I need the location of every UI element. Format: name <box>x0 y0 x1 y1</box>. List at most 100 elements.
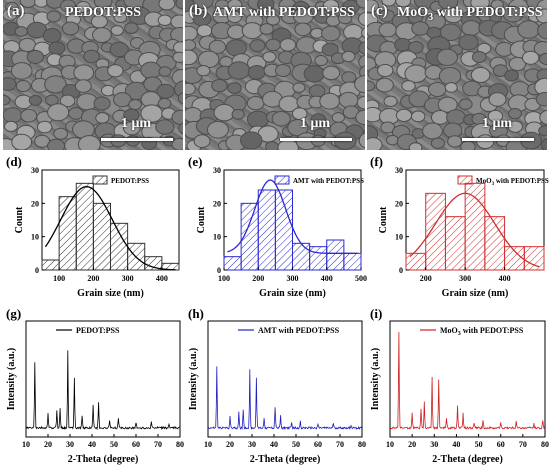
xrd-pedot: 10 20 30 40 50 60 70 80 2-Theta (degree) Intensit… <box>6 306 184 465</box>
grain <box>517 20 541 39</box>
grain <box>208 39 227 54</box>
grain <box>47 103 70 122</box>
sem-image-moo3: (c) MoO3 with PEDOT:PSS 1 μm <box>367 0 547 150</box>
grain <box>227 82 242 94</box>
y-tick-label: 20 <box>213 199 221 208</box>
grain <box>287 118 309 137</box>
x-tick-label: 200 <box>87 274 99 283</box>
grain <box>92 27 112 44</box>
x-tick-label: 40 <box>452 440 460 449</box>
grain <box>385 134 399 146</box>
grain <box>354 74 365 94</box>
grain <box>408 142 423 150</box>
grain <box>504 69 519 82</box>
x-tick-label: 400 <box>321 274 333 283</box>
grain <box>246 95 265 111</box>
grain <box>521 50 540 65</box>
grain <box>231 108 245 120</box>
sem-title-c: MoO3 with PEDOT:PSS <box>397 5 543 23</box>
x-tick-label: 400 <box>499 274 511 283</box>
grain <box>458 98 473 110</box>
grain <box>265 38 281 52</box>
grain <box>227 0 243 11</box>
grain <box>171 137 183 150</box>
histogram-bar <box>523 246 545 271</box>
grain <box>3 77 17 91</box>
grain <box>437 96 458 113</box>
grain <box>395 0 412 8</box>
grain <box>271 111 291 127</box>
grain <box>395 108 413 122</box>
x-tick-label: 40 <box>270 440 278 449</box>
grain <box>507 120 523 133</box>
grain <box>410 110 426 123</box>
scale-text-a: 1 μm <box>121 116 152 131</box>
x-tick-label: 10 <box>22 440 30 449</box>
grain <box>303 65 325 83</box>
legend-swatch <box>274 175 290 185</box>
histogram-bar <box>58 196 77 271</box>
panel-label-b: (b) <box>189 3 208 19</box>
x-tick-label: 100 <box>218 274 230 283</box>
x-tick-label: 30 <box>248 440 256 449</box>
grain <box>275 63 292 78</box>
xrd-pattern <box>207 366 363 431</box>
legend-text: MoO3 with PEDOT:PSS <box>440 326 524 337</box>
grain <box>331 112 345 123</box>
y-axis-label: Count <box>14 206 25 233</box>
scale-bar-b <box>280 138 352 141</box>
grain <box>83 49 100 64</box>
grain <box>20 108 38 123</box>
grain <box>34 0 49 8</box>
grain <box>74 79 92 93</box>
fit-curve <box>409 192 540 268</box>
panel-label: (h) <box>188 306 204 321</box>
grain <box>294 22 312 37</box>
x-tick-label: 20 <box>408 440 416 449</box>
grain <box>356 95 365 110</box>
scale-text-b: 1 μm <box>300 116 331 131</box>
grain <box>358 54 365 70</box>
grain <box>319 92 341 110</box>
grain <box>401 80 416 92</box>
grain <box>211 78 228 93</box>
grain <box>487 109 504 123</box>
grain <box>507 107 522 120</box>
grain <box>249 39 266 53</box>
grain <box>110 25 124 36</box>
histogram-bar <box>292 242 311 271</box>
grain <box>193 0 214 10</box>
grain <box>430 110 450 125</box>
grain <box>439 23 462 42</box>
x-tick-label: 40 <box>88 440 96 449</box>
grain <box>430 137 445 150</box>
grain <box>266 14 281 26</box>
grain <box>314 55 328 67</box>
grain <box>178 122 183 135</box>
grain <box>93 96 111 111</box>
panel-label: (f) <box>370 154 383 169</box>
grain <box>378 22 397 38</box>
grain-texture <box>185 0 365 150</box>
grain <box>28 94 43 106</box>
grain <box>321 25 341 42</box>
plot-frame <box>389 320 546 438</box>
grain <box>47 138 66 150</box>
x-tick-label: 200 <box>252 274 264 283</box>
grain <box>246 110 269 129</box>
grain <box>77 135 101 150</box>
grain <box>367 80 376 92</box>
grain <box>427 81 447 97</box>
grain <box>537 21 547 40</box>
xrd-amt: 10 20 30 40 50 60 70 80 2-Theta (degree) Intensit… <box>188 306 366 465</box>
y-axis-label: Intensity (a.u.) <box>370 348 381 411</box>
legend-text: AMT with PEDOT:PSS <box>258 326 340 335</box>
x-tick-label: 80 <box>358 440 366 449</box>
y-tick-label: 10 <box>213 233 221 242</box>
y-tick-label: 0 <box>35 266 39 275</box>
grain <box>3 94 11 106</box>
x-tick-label: 50 <box>110 440 118 449</box>
histogram-bar <box>274 189 293 271</box>
grain <box>358 11 365 27</box>
x-tick-label: 50 <box>292 440 300 449</box>
